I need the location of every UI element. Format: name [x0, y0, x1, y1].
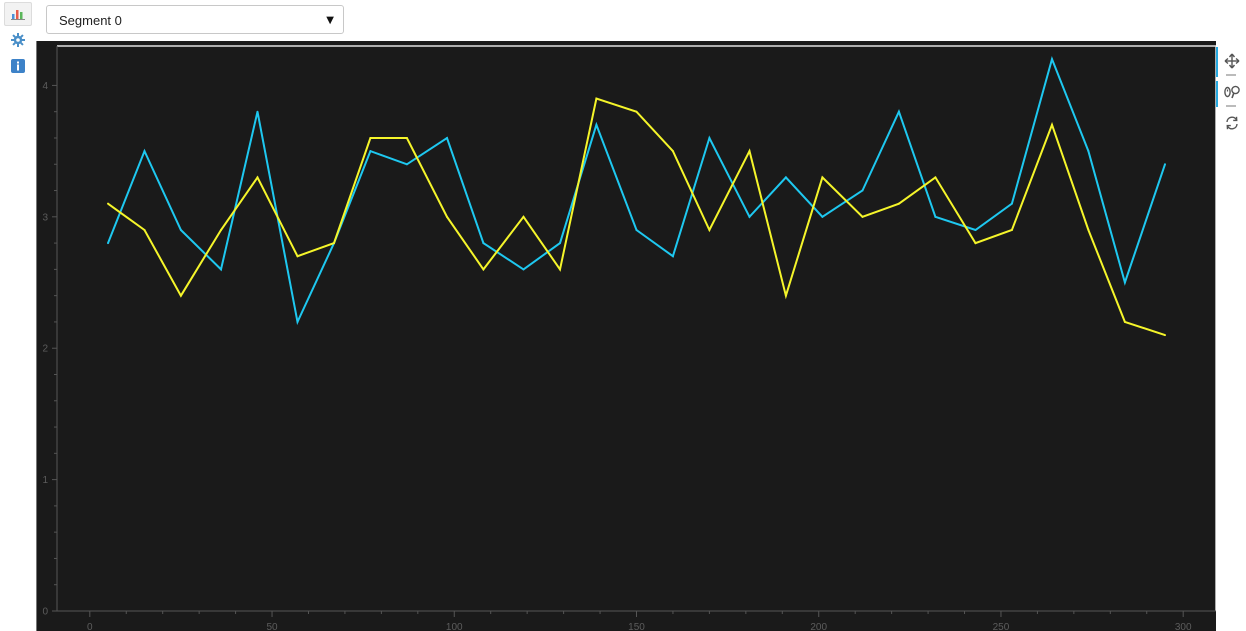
pan-icon[interactable]	[1223, 52, 1241, 70]
series-2-point	[522, 215, 525, 218]
series-1-point	[897, 110, 900, 113]
series-2-point	[934, 176, 937, 179]
chart-left-border	[36, 41, 37, 631]
info-icon	[11, 59, 25, 73]
x-tick-label: 50	[266, 622, 278, 631]
series-1-point	[445, 136, 448, 139]
chart-background	[36, 41, 1246, 631]
chevron-down-icon: ▼	[326, 15, 334, 26]
series-2-point	[897, 202, 900, 205]
series-2-point	[1163, 334, 1166, 337]
series-2-point	[595, 97, 598, 100]
x-tick-label: 250	[993, 622, 1010, 631]
x-tick-label: 0	[87, 622, 93, 631]
sidebar-item-info[interactable]	[4, 55, 32, 77]
series-1-point	[220, 268, 223, 271]
series-1-point	[861, 189, 864, 192]
series-1-point	[482, 242, 485, 245]
series-2-point	[369, 136, 372, 139]
series-1-point	[784, 176, 787, 179]
y-tick-label: 4	[42, 81, 48, 92]
series-1-point	[256, 110, 259, 113]
toolbar-panel	[1216, 41, 1246, 631]
series-2-point	[558, 268, 561, 271]
series-2-point	[107, 202, 110, 205]
series-1-point	[974, 228, 977, 231]
chart-panel[interactable]: 0 1 2 3 4 0 50 100 150 200 250 300	[36, 41, 1246, 631]
y-tick-label: 0	[42, 607, 48, 618]
series-1-point	[1010, 202, 1013, 205]
segment-select[interactable]: Segment 0 ▼	[46, 5, 344, 34]
series-2-point	[1087, 228, 1090, 231]
segment-select-value: Segment 0	[59, 13, 122, 28]
wheel-zoom-icon[interactable]	[1223, 84, 1241, 100]
series-2-point	[179, 294, 182, 297]
series-2-point	[861, 215, 864, 218]
series-1-point	[179, 228, 182, 231]
series-2-point	[445, 215, 448, 218]
series-1-point	[107, 242, 110, 245]
y-tick-label: 3	[42, 212, 48, 223]
series-1-point	[369, 150, 372, 153]
series-1-point	[522, 268, 525, 271]
series-2-point	[748, 150, 751, 153]
series-1-point	[821, 215, 824, 218]
series-2-point	[1010, 228, 1013, 231]
series-2-point	[635, 110, 638, 113]
x-tick-label: 100	[446, 622, 463, 631]
series-2-point	[256, 176, 259, 179]
series-2-point	[784, 294, 787, 297]
series-2-point	[671, 150, 674, 153]
series-1-point	[558, 242, 561, 245]
series-1-point	[1123, 281, 1126, 284]
series-2-point	[821, 176, 824, 179]
series-2-point	[296, 255, 299, 258]
series-1-point	[748, 215, 751, 218]
reset-icon[interactable]	[1223, 114, 1241, 132]
series-2-point	[482, 268, 485, 271]
series-2-point	[974, 242, 977, 245]
series-1-point	[296, 320, 299, 323]
line-chart[interactable]: 0 1 2 3 4 0 50 100 150 200 250 300	[36, 41, 1246, 631]
sidebar-item-settings[interactable]	[4, 29, 32, 51]
series-1-point	[405, 163, 408, 166]
series-2-point	[143, 228, 146, 231]
series-1-point	[143, 150, 146, 153]
y-tick-label: 2	[42, 344, 48, 355]
series-2-point	[1123, 320, 1126, 323]
y-tick-label: 1	[42, 475, 48, 486]
series-2-point	[405, 136, 408, 139]
series-2-point	[1050, 123, 1053, 126]
series-2-point	[220, 228, 223, 231]
series-2-point	[708, 228, 711, 231]
x-tick-label: 150	[628, 622, 645, 631]
sidebar	[0, 0, 36, 631]
series-1-point	[708, 136, 711, 139]
series-2-point	[332, 242, 335, 245]
series-1-point	[1163, 163, 1166, 166]
sidebar-item-chart[interactable]	[4, 2, 32, 26]
x-tick-label: 300	[1175, 622, 1192, 631]
x-tick-label: 200	[810, 622, 827, 631]
series-1-point	[671, 255, 674, 258]
series-1-point	[595, 123, 598, 126]
series-1-point	[934, 215, 937, 218]
gear-icon	[11, 33, 25, 47]
series-1-point	[1087, 150, 1090, 153]
series-1-point	[635, 228, 638, 231]
series-1-point	[1050, 58, 1053, 61]
bar-chart-icon	[11, 10, 25, 20]
